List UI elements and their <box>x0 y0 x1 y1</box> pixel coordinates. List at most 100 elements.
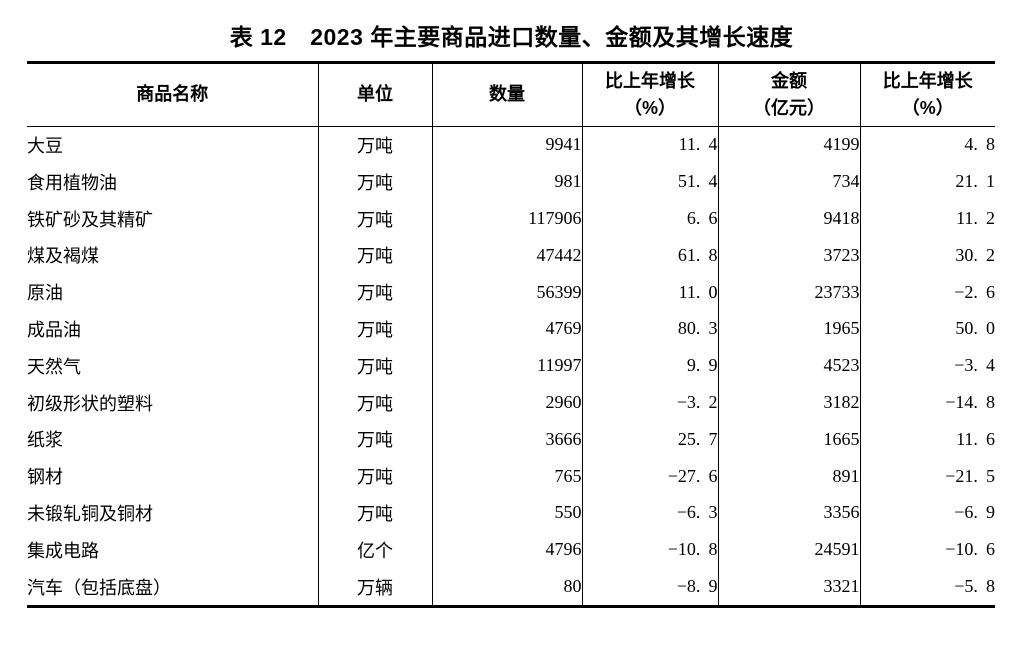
table-row: 煤及褐煤 万吨 47442 61. 8 3723 30. 2 <box>27 236 995 274</box>
table-row: 原油 万吨 56399 11. 0 23733 −2. 6 <box>27 273 995 311</box>
quantity-growth-cell: 80. 3 <box>581 310 718 348</box>
column-header-label: 数量 <box>489 84 525 105</box>
quantity-cell: 11997 <box>431 347 582 385</box>
unit-cell: 万吨 <box>317 236 432 274</box>
amount-cell: 3182 <box>717 384 860 421</box>
commodity-name-cell: 铁矿砂及其精矿 <box>27 209 153 230</box>
table-row: 钢材 万吨 765 −27. 6 891 −21. 5 <box>27 457 995 495</box>
unit-cell: 万吨 <box>317 420 432 458</box>
table-header: 商品名称 单位 数量 比上年增长 （%） 金额 （亿元） <box>27 62 995 127</box>
quantity-cell: 3666 <box>431 420 582 458</box>
column-header-label: 比上年增长 <box>882 70 973 91</box>
quantity-cell: 56399 <box>431 273 582 311</box>
column-header-unit: 单位 <box>317 62 432 127</box>
commodity-name-cell: 初级形状的塑料 <box>27 393 153 414</box>
amount-growth-cell: 50. 0 <box>859 310 995 348</box>
column-header-sublabel: （亿元） <box>753 97 825 118</box>
commodity-name-cell: 纸浆 <box>27 430 63 451</box>
amount-growth-cell: −10. 6 <box>859 531 995 569</box>
amount-cell: 1965 <box>717 310 860 348</box>
amount-growth-cell: −2. 6 <box>859 273 995 311</box>
quantity-growth-cell: −6. 3 <box>581 494 718 532</box>
amount-growth-cell: 11. 6 <box>859 420 995 458</box>
commodity-name-cell: 钢材 <box>27 467 63 488</box>
amount-growth-cell: 21. 1 <box>859 163 995 201</box>
quantity-cell: 117906 <box>431 200 582 237</box>
quantity-cell: 4769 <box>431 310 582 348</box>
table-row: 未锻轧铜及铜材 万吨 550 −6. 3 3356 −6. 9 <box>27 494 995 532</box>
table-row: 食用植物油 万吨 981 51. 4 734 21. 1 <box>27 163 995 201</box>
amount-growth-cell: −6. 9 <box>859 494 995 532</box>
quantity-growth-cell: 51. 4 <box>581 163 718 201</box>
quantity-cell: 2960 <box>431 384 582 421</box>
quantity-cell: 765 <box>431 457 582 495</box>
commodity-name-cell: 食用植物油 <box>27 172 117 193</box>
unit-cell: 万吨 <box>317 126 432 164</box>
commodity-name-cell: 未锻轧铜及铜材 <box>27 503 153 524</box>
imports-table: 商品名称 单位 数量 比上年增长 （%） 金额 （亿元） <box>27 60 995 608</box>
column-header-amount: 金额 （亿元） <box>717 62 860 127</box>
table-row: 纸浆 万吨 3666 25. 7 1665 11. 6 <box>27 420 995 458</box>
quantity-growth-cell: 9. 9 <box>581 347 718 385</box>
table-row: 铁矿砂及其精矿 万吨 117906 6. 6 9418 11. 2 <box>27 200 995 237</box>
column-header-label: 比上年增长 <box>605 70 695 91</box>
amount-cell: 734 <box>717 163 860 201</box>
amount-growth-cell: 30. 2 <box>859 236 995 274</box>
amount-cell: 23733 <box>717 273 860 311</box>
table-row: 大豆 万吨 9941 11. 4 4199 4. 8 <box>27 126 995 164</box>
unit-cell: 万吨 <box>317 384 432 421</box>
quantity-growth-cell: 11. 0 <box>581 273 718 311</box>
column-header-quantity-growth: 比上年增长 （%） <box>581 62 718 127</box>
column-header-label: 单位 <box>357 84 393 105</box>
commodity-name-cell: 煤及褐煤 <box>27 246 99 267</box>
amount-cell: 9418 <box>717 200 860 237</box>
table-body: 大豆 万吨 9941 11. 4 4199 4. 8 食用植物油 万吨 981 … <box>27 126 995 607</box>
amount-growth-cell: 4. 8 <box>859 126 995 164</box>
amount-cell: 4199 <box>717 126 860 164</box>
unit-cell: 万吨 <box>317 200 432 237</box>
table-row: 集成电路 亿个 4796 −10. 8 24591 −10. 6 <box>27 531 995 569</box>
quantity-cell: 80 <box>431 568 582 607</box>
amount-cell: 4523 <box>717 347 860 385</box>
quantity-growth-cell: 25. 7 <box>581 420 718 458</box>
commodity-name-cell: 原油 <box>27 283 63 304</box>
column-header-label: 金额 <box>771 70 807 91</box>
unit-cell: 万吨 <box>317 347 432 385</box>
column-header-commodity: 商品名称 <box>27 62 318 127</box>
unit-cell: 万辆 <box>317 568 432 607</box>
amount-cell: 3356 <box>717 494 860 532</box>
quantity-growth-cell: 11. 4 <box>581 126 718 164</box>
amount-growth-cell: −14. 8 <box>859 384 995 421</box>
column-header-sublabel: （%） <box>623 97 676 118</box>
unit-cell: 万吨 <box>317 163 432 201</box>
quantity-cell: 550 <box>431 494 582 532</box>
quantity-cell: 981 <box>431 163 582 201</box>
column-header-amount-growth: 比上年增长 （%） <box>859 62 995 127</box>
amount-cell: 891 <box>717 457 860 495</box>
quantity-growth-cell: 61. 8 <box>581 236 718 274</box>
commodity-name-cell: 汽车（包括底盘） <box>27 577 171 598</box>
quantity-growth-cell: −8. 9 <box>581 568 718 607</box>
amount-growth-cell: −5. 8 <box>859 568 995 607</box>
amount-growth-cell: −21. 5 <box>859 457 995 495</box>
amount-growth-cell: −3. 4 <box>859 347 995 385</box>
header-row: 商品名称 单位 数量 比上年增长 （%） 金额 （亿元） <box>27 62 995 127</box>
quantity-cell: 47442 <box>431 236 582 274</box>
commodity-name-cell: 天然气 <box>27 356 81 377</box>
amount-growth-cell: 11. 2 <box>859 200 995 237</box>
table-row: 成品油 万吨 4769 80. 3 1965 50. 0 <box>27 310 995 348</box>
quantity-growth-cell: −3. 2 <box>581 384 718 421</box>
table-row: 汽车（包括底盘） 万辆 80 −8. 9 3321 −5. 8 <box>27 568 995 607</box>
table-row: 初级形状的塑料 万吨 2960 −3. 2 3182 −14. 8 <box>27 384 995 421</box>
unit-cell: 亿个 <box>317 531 432 569</box>
column-header-sublabel: （%） <box>901 97 954 118</box>
quantity-cell: 4796 <box>431 531 582 569</box>
unit-cell: 万吨 <box>317 310 432 348</box>
commodity-name-cell: 集成电路 <box>27 540 99 561</box>
amount-cell: 24591 <box>717 531 860 569</box>
table-row: 天然气 万吨 11997 9. 9 4523 −3. 4 <box>27 347 995 385</box>
quantity-cell: 9941 <box>431 126 582 164</box>
commodity-name-cell: 大豆 <box>27 135 63 156</box>
quantity-growth-cell: −27. 6 <box>581 457 718 495</box>
